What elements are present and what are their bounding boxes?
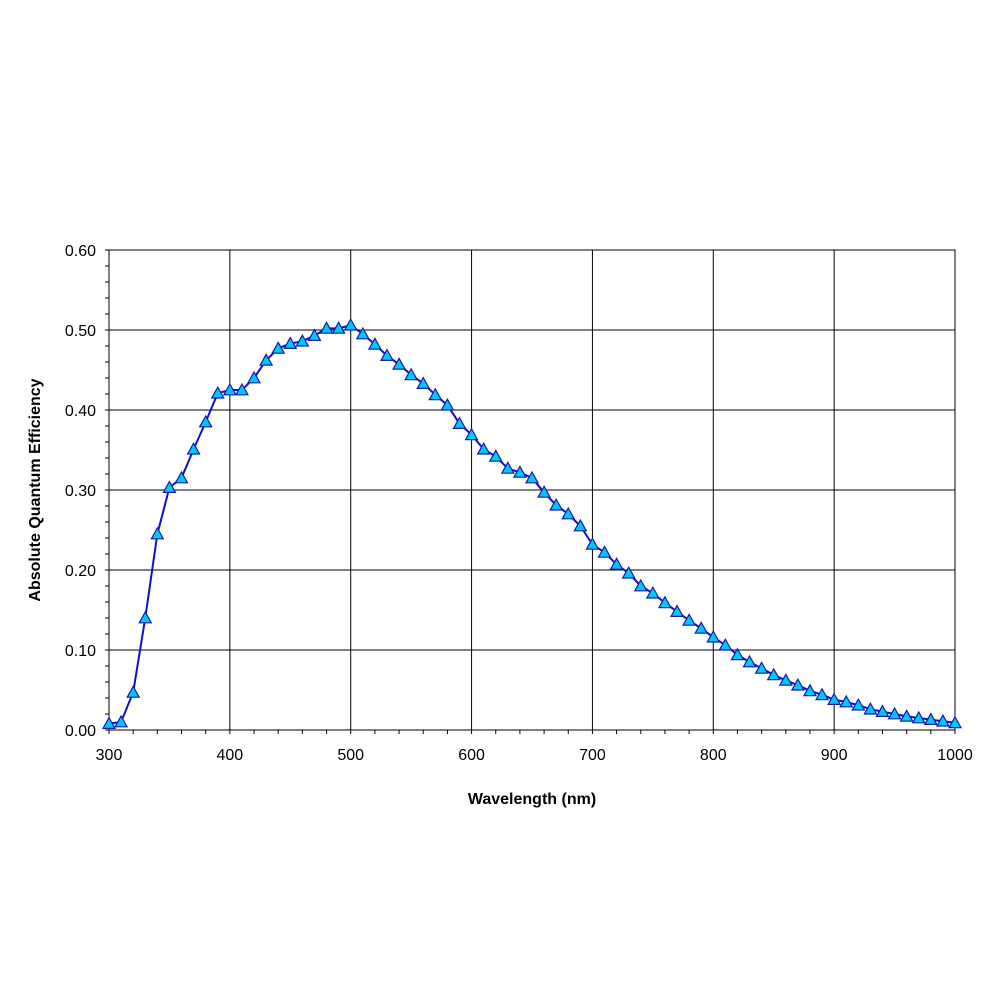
data-point [126,685,141,698]
data-point [355,326,370,340]
data-point [331,321,346,334]
data-point [947,715,963,729]
data-point [114,714,129,728]
data-point [259,353,274,366]
data-point [657,595,672,609]
data-point [621,565,636,579]
y-tick-label: 0.30 [65,483,96,500]
x-tick-label: 1000 [937,747,973,764]
data-point [585,537,600,550]
data-point [247,370,262,384]
y-tick-label: 0.40 [65,403,96,420]
data-point [851,697,866,711]
x-tick-label: 600 [458,747,485,764]
data-point [404,367,419,381]
data-point [670,604,685,618]
data-point [222,382,237,396]
data-point [549,497,564,511]
data-point [718,637,733,651]
series-line [108,324,956,725]
data-point [343,317,358,331]
data-point [815,687,830,701]
data-point [174,470,189,484]
data-point [863,701,878,715]
data-point [101,716,117,730]
data-point [367,337,382,350]
data-point [428,387,443,401]
data-point [524,470,540,484]
data-point [488,449,503,462]
data-point [440,397,455,411]
data-point [416,376,431,389]
data-point [138,610,153,624]
y-tick-label: 0.50 [65,323,96,340]
data-point [319,321,334,334]
data-point [730,647,745,661]
data-point [283,336,298,349]
data-point [742,654,757,668]
data-point [766,667,781,681]
data-point [694,621,709,634]
data-point [162,480,177,493]
x-tick-label: 900 [821,747,848,764]
data-point [307,328,322,341]
data-point [645,585,660,599]
tick-labels: 300 400 500 600 700 800 900 1000 0.00 0.10 0.20 0.3… [65,243,973,764]
data-point [827,692,842,706]
y-tick-label: 0.00 [65,723,96,740]
data-point [802,683,817,697]
data-point [790,677,805,691]
y-tick-label: 0.20 [65,563,96,580]
data-point [682,613,697,626]
data-point [706,629,721,643]
data-point [537,485,552,498]
data-point [186,441,201,455]
data-point [512,465,527,478]
data-point [464,427,479,441]
data-point [778,673,793,686]
data-point [609,557,624,570]
data-point [198,414,213,428]
data-point [887,706,902,720]
axes [105,249,956,734]
data-point [452,416,467,429]
data-point [392,357,407,370]
data-point [500,461,515,474]
grid [108,249,956,731]
data-point [923,712,938,726]
data-point [150,526,165,540]
data-point [754,661,769,674]
data-point [633,578,648,592]
data-point [573,518,588,532]
data-point [597,545,612,558]
data-point [476,441,491,455]
data-point [295,333,310,347]
data-point [561,506,576,520]
data-point [379,348,394,361]
x-tick-label: 800 [700,747,727,764]
data-point [899,709,914,722]
y-tick-label: 0.10 [65,643,96,660]
x-axis-title: Wavelength (nm) [468,791,596,808]
x-tick-label: 700 [579,747,606,764]
data-point [875,704,890,718]
data-point [234,382,249,396]
x-tick-label: 400 [217,747,244,764]
data-point [271,341,286,354]
x-tick-label: 300 [96,747,123,764]
x-tick-label: 500 [337,747,364,764]
series-layer [101,317,963,730]
y-axis-title: Absolute Quantum Efficiency [27,378,44,601]
data-point [839,694,854,708]
data-point [911,710,926,724]
data-point [210,385,225,399]
data-point [935,713,950,727]
y-tick-label: 0.60 [65,243,96,260]
